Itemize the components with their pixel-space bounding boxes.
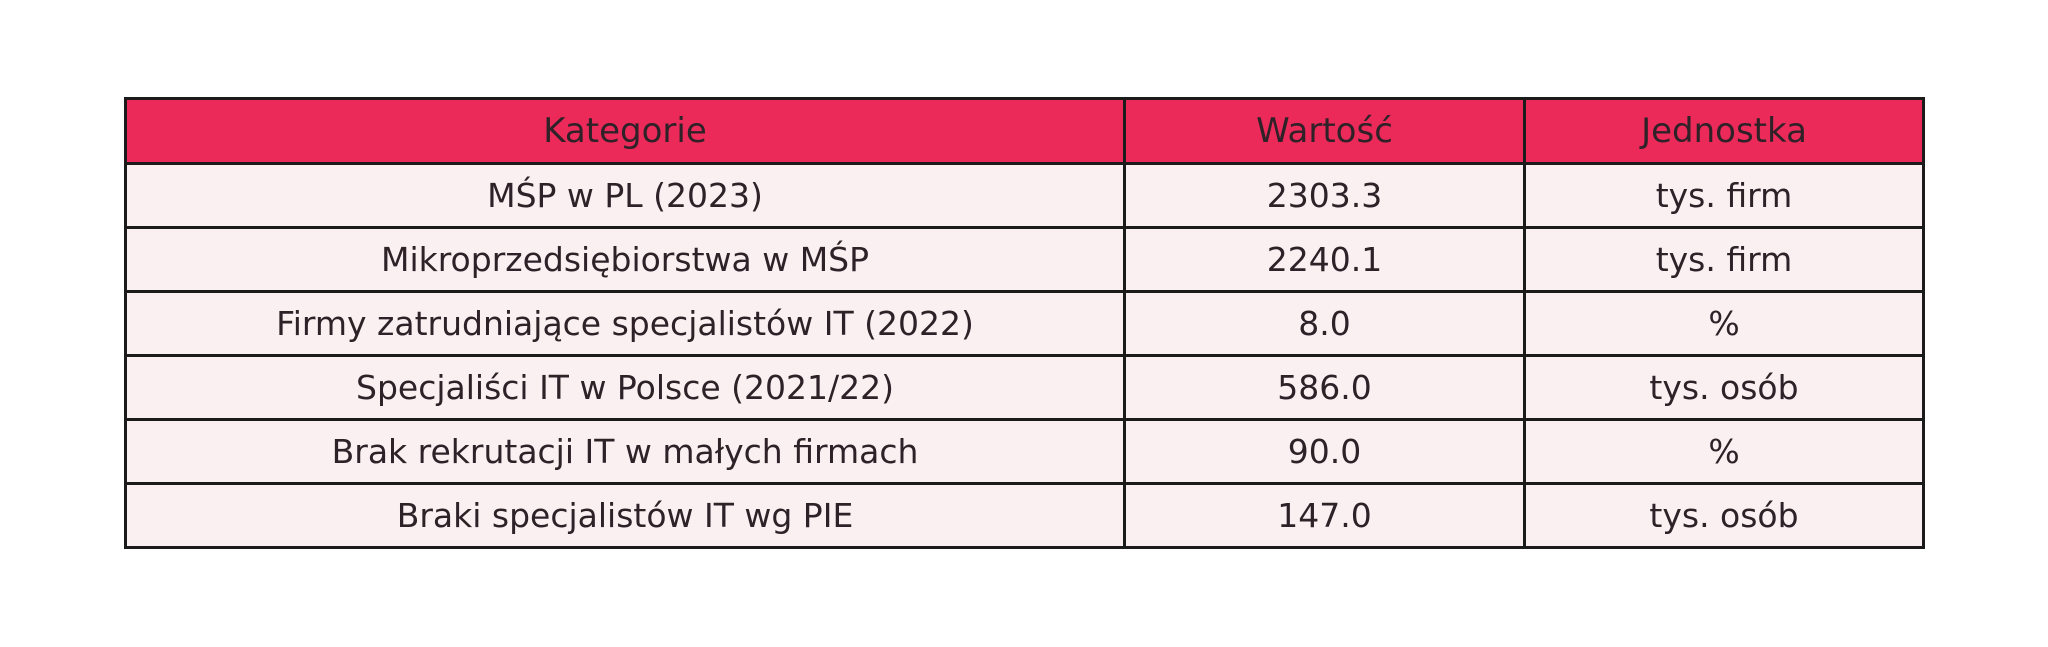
cell-kategorie: Firmy zatrudniające specjalistów IT (202… [124,290,1126,357]
table-row: Specjaliści IT w Polsce (2021/22) 586.0 … [124,354,1925,421]
cell-kategorie: Specjaliści IT w Polsce (2021/22) [124,354,1126,421]
table-header: Kategorie Wartość Jednostka [124,97,1925,165]
column-header-jednostka: Jednostka [1523,97,1925,165]
cell-wartosc: 2303.3 [1123,162,1526,229]
cell-jednostka: % [1523,418,1925,485]
cell-jednostka: % [1523,290,1925,357]
header-row: Kategorie Wartość Jednostka [124,97,1925,165]
table-body: MŚP w PL (2023) 2303.3 tys. firm Mikropr… [124,162,1925,549]
table-row: Mikroprzedsiębiorstwa w MŚP 2240.1 tys. … [124,226,1925,293]
cell-kategorie: Mikroprzedsiębiorstwa w MŚP [124,226,1126,293]
column-header-kategorie: Kategorie [124,97,1126,165]
cell-jednostka: tys. osób [1523,354,1925,421]
table-row: Brak rekrutacji IT w małych firmach 90.0… [124,418,1925,485]
table-row: Braki specjalistów IT wg PIE 147.0 tys. … [124,482,1925,549]
data-table: Kategorie Wartość Jednostka MŚP w PL (20… [124,97,1925,549]
cell-jednostka: tys. firm [1523,162,1925,229]
table-row: Firmy zatrudniające specjalistów IT (202… [124,290,1925,357]
cell-kategorie: Braki specjalistów IT wg PIE [124,482,1126,549]
cell-jednostka: tys. firm [1523,226,1925,293]
cell-kategorie: MŚP w PL (2023) [124,162,1126,229]
column-header-wartosc: Wartość [1123,97,1526,165]
cell-wartosc: 90.0 [1123,418,1526,485]
cell-wartosc: 586.0 [1123,354,1526,421]
table-row: MŚP w PL (2023) 2303.3 tys. firm [124,162,1925,229]
cell-wartosc: 8.0 [1123,290,1526,357]
cell-wartosc: 2240.1 [1123,226,1526,293]
cell-wartosc: 147.0 [1123,482,1526,549]
cell-kategorie: Brak rekrutacji IT w małych firmach [124,418,1126,485]
cell-jednostka: tys. osób [1523,482,1925,549]
